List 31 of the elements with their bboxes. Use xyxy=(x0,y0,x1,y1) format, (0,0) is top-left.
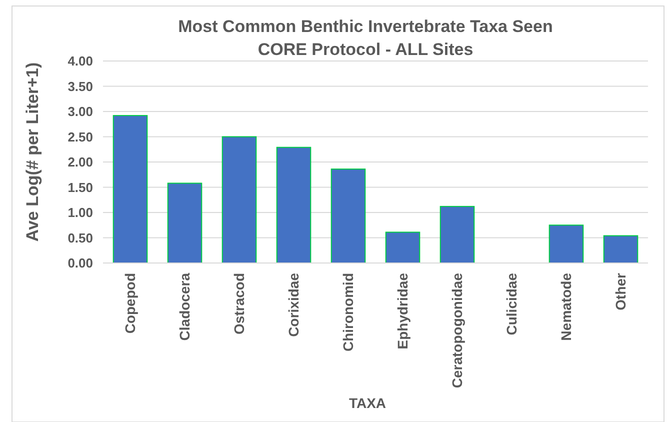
x-tick-label: Other xyxy=(612,272,629,310)
bar xyxy=(167,182,202,264)
y-tick-label: 3.00 xyxy=(68,104,93,120)
y-tick-label: 1.50 xyxy=(68,180,93,195)
y-tick-label: 4.00 xyxy=(68,54,93,69)
x-axis-title: TAXA xyxy=(348,395,386,411)
y-tick-label: 3.50 xyxy=(68,78,93,94)
x-tick-label: Chironomid xyxy=(340,273,356,352)
bar xyxy=(276,146,312,264)
y-axis-title: Ave Log(# per Liter+1) xyxy=(23,62,42,242)
chart-title: Most Common Benthic Invertebrate Taxa Seen CORE Protocol - ALL Sites xyxy=(178,17,553,59)
x-tick-label: Ostracod xyxy=(231,273,248,334)
bar xyxy=(222,136,257,264)
bar xyxy=(440,206,475,264)
bar xyxy=(112,115,148,264)
y-tick-label: 0.50 xyxy=(68,230,93,246)
y-tick-label: 0.00 xyxy=(68,256,93,271)
y-tick-label: 1.00 xyxy=(68,205,93,220)
y-tick-label: 2.50 xyxy=(68,129,93,144)
bar xyxy=(385,232,420,264)
bar xyxy=(603,235,638,264)
bar xyxy=(330,168,366,264)
x-tick-label: Culicidae xyxy=(504,272,520,336)
x-tick-label: Copepod xyxy=(122,273,138,334)
x-tick-label: Ceratopogonidae xyxy=(449,272,466,388)
x-tick-label: Corixidae xyxy=(286,272,302,337)
bar xyxy=(548,224,584,264)
x-tick-label: Ephydridae xyxy=(394,272,411,350)
x-tick-label: Nematode xyxy=(558,272,574,341)
x-tick-label: Cladocera xyxy=(176,272,193,341)
y-tick-label: 2.00 xyxy=(68,154,93,170)
